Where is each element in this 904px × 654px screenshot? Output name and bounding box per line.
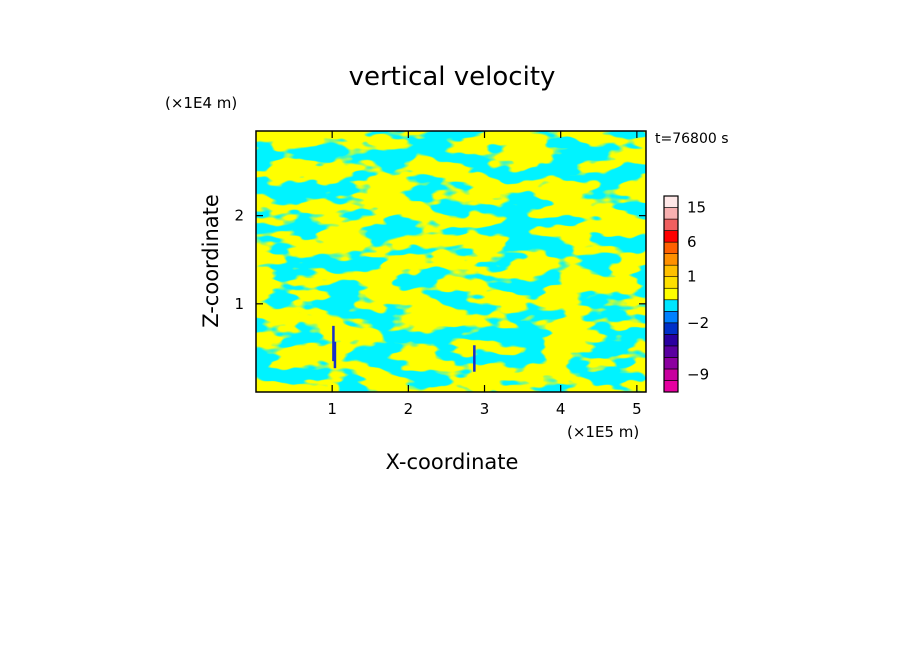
field-negative-region xyxy=(256,131,646,392)
colorbar-label: −2 xyxy=(687,314,709,332)
strong-negative-spot xyxy=(333,341,337,369)
colorbar-band xyxy=(663,276,679,289)
colorbar-band xyxy=(663,230,679,243)
y-unit-label: (×1E4 m) xyxy=(165,94,237,112)
colorbar-band xyxy=(663,253,679,266)
y-axis-label: Z-coordinate xyxy=(199,194,223,328)
colorbar-label: −9 xyxy=(687,366,709,384)
colorbar-band xyxy=(663,380,679,393)
strong-negative-spot xyxy=(473,345,476,372)
x-tick-label: 5 xyxy=(632,400,642,418)
colorbar-labels: 15 6 1 −2 −9 xyxy=(687,199,709,384)
x-tick-label: 1 xyxy=(327,400,337,418)
colorbar-band xyxy=(663,195,679,208)
time-label: t=76800 s xyxy=(655,131,729,147)
colorbar-label: 6 xyxy=(687,233,697,251)
colorbar-band xyxy=(663,357,679,370)
colorbar xyxy=(663,195,679,393)
colorbar-band xyxy=(663,310,679,324)
colorbar-frame xyxy=(663,195,679,393)
colorbar-band xyxy=(663,287,679,301)
x-tick-label: 2 xyxy=(404,400,414,418)
strong-negative-spot xyxy=(332,325,335,362)
colorbar-band xyxy=(663,264,679,278)
plot-frame xyxy=(255,130,647,393)
x-tick-label: 4 xyxy=(556,400,566,418)
chart-title: vertical velocity xyxy=(349,62,556,92)
field-plot xyxy=(256,131,646,392)
colorbar-label: 1 xyxy=(687,268,697,286)
y-tick-label: 1 xyxy=(234,295,244,313)
colorbar-label: 15 xyxy=(687,199,706,217)
colorbar-band xyxy=(663,299,679,312)
colorbar-band xyxy=(663,218,679,231)
x-unit-label: (×1E5 m) xyxy=(567,423,639,441)
colorbar-band xyxy=(663,241,679,254)
y-tick-label: 2 xyxy=(234,207,244,225)
colorbar-band xyxy=(663,334,679,347)
colorbar-band xyxy=(663,345,679,358)
x-axis-ticks: 1 2 3 4 5 xyxy=(327,131,642,418)
colorbar-band xyxy=(663,322,679,335)
field-strong-negative-spots xyxy=(332,325,476,372)
colorbar-band xyxy=(663,207,679,220)
y-axis-ticks: 12 xyxy=(234,207,646,313)
colorbar-band xyxy=(663,368,679,381)
x-tick-label: 3 xyxy=(480,400,490,418)
x-axis-label: X-coordinate xyxy=(386,450,519,474)
